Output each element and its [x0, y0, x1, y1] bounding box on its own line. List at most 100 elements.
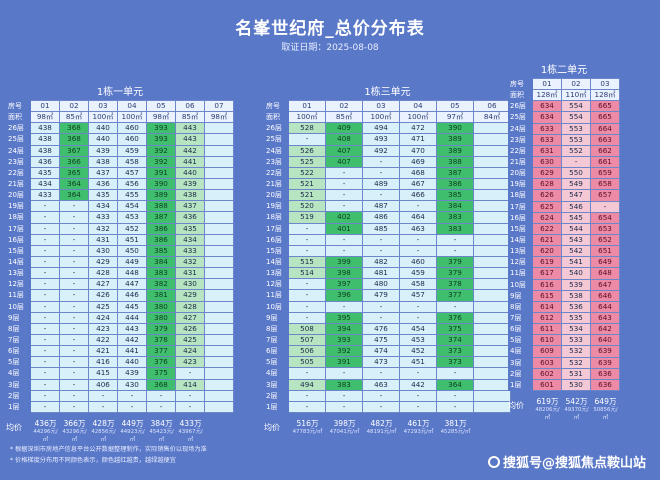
average-total: 619万	[536, 396, 559, 406]
price-cell: 431	[175, 267, 205, 280]
price-cell: -	[399, 244, 437, 257]
price-cell: 521	[288, 177, 326, 191]
table-row: 15层 - - - - -	[264, 244, 511, 257]
price-cell: 368	[59, 133, 89, 146]
price-cell: -	[436, 300, 474, 313]
price-cell: 629	[532, 167, 562, 180]
price-cell: -	[436, 233, 474, 246]
price-cell: 440	[175, 166, 205, 179]
room-number: 04	[117, 99, 147, 113]
average-row: 均价 619万 48206元/㎡ 542万 49370元/㎡ 649万 50856元/㎡	[508, 397, 620, 422]
floor-label: 7层	[508, 311, 533, 325]
price-cell: -	[362, 166, 400, 179]
price-cell: -	[399, 389, 437, 402]
price-cell: -	[362, 189, 400, 202]
average-price: 436万 44296元/㎡	[31, 419, 60, 444]
table-row: 17层 - -432 452 386 435	[6, 222, 234, 235]
price-cell: 469	[399, 155, 437, 168]
table-row: 15层 - -430 450 385 433	[6, 244, 234, 257]
price-cell: 442	[399, 378, 437, 391]
price-cell: -	[288, 222, 326, 235]
price-cell	[473, 122, 511, 135]
price-cell: 508	[288, 322, 326, 335]
floor-label: 3层	[6, 378, 31, 391]
price-cell	[204, 389, 234, 402]
price-cell: 536	[561, 300, 591, 313]
price-cell: 438	[175, 189, 205, 202]
price-cell	[204, 177, 234, 191]
price-cell: 459	[117, 144, 147, 157]
price-cell: -	[88, 389, 118, 402]
price-cell: -	[59, 311, 89, 324]
price-cell: 365	[59, 166, 89, 179]
price-cell: 639	[590, 356, 620, 369]
price-cell: 475	[362, 333, 400, 347]
price-cell: -	[399, 367, 437, 380]
price-cell: -	[30, 322, 60, 335]
row-label: 面积	[508, 89, 533, 102]
room-area: 97㎡	[436, 111, 474, 124]
row-label: 面积	[264, 111, 289, 124]
price-cell: 614	[532, 300, 562, 313]
table-row: 8层 614 536 644	[508, 300, 620, 313]
price-cell: 485	[362, 222, 400, 235]
price-cell: 634	[532, 111, 562, 124]
room-number: 03	[590, 77, 620, 91]
price-cell: 443	[117, 322, 147, 335]
price-cell: 373	[436, 356, 474, 369]
average-total: 366万	[63, 418, 86, 428]
price-cell: 426	[88, 289, 118, 302]
price-cell: 617	[532, 267, 562, 280]
table-row: 6层 506 392 474 452 373	[264, 345, 511, 358]
price-cell: 367	[59, 144, 89, 157]
floor-label: 23层	[508, 133, 533, 146]
price-cell: 407	[325, 155, 363, 168]
floor-label: 11层	[508, 267, 533, 280]
floor-label: 10层	[508, 278, 533, 291]
price-cell: 391	[146, 166, 176, 179]
price-cell: 378	[436, 278, 474, 291]
floor-label: 4层	[6, 367, 31, 380]
table-row: 13层 620 542 651	[508, 245, 620, 258]
footnote-1: * 根据深圳市房地产信息平台公开数据整理制作，实际销售价以现场为准	[10, 446, 207, 453]
price-cell: 620	[532, 245, 562, 258]
price-cell: -	[30, 311, 60, 324]
price-cell: -	[146, 389, 176, 402]
floor-label: 16层	[6, 233, 31, 246]
price-cell: 463	[362, 378, 400, 391]
average-row: 均价 516万 47783元/㎡ 398万 47041元/㎡ 482万 48191元/㎡ 46…	[264, 419, 511, 437]
floor-label: 26层	[264, 122, 289, 135]
price-cell: -	[436, 367, 474, 380]
average-total: 398万	[333, 418, 356, 428]
floor-label: 2层	[508, 367, 533, 380]
price-cell: -	[59, 211, 89, 224]
price-cell: 648	[590, 267, 620, 280]
price-cell: 385	[146, 244, 176, 257]
building-title: 1栋二单元	[540, 65, 588, 76]
room-number: 03	[88, 99, 118, 113]
price-cell: -	[362, 300, 400, 313]
table-row: 6层 611 534 642	[508, 323, 620, 336]
price-cell: -	[175, 367, 205, 380]
price-cell: 539	[561, 278, 591, 291]
price-cell	[204, 378, 234, 391]
price-cell: 433	[30, 189, 60, 202]
table-row: 14层 621 543 652	[508, 233, 620, 247]
table-row: 5层 505 391 473 451 373	[264, 356, 511, 369]
average-per-sqm: 47783元/㎡	[292, 428, 323, 435]
price-cell	[473, 200, 511, 213]
price-cell	[204, 333, 234, 347]
floor-label: 24层	[508, 122, 533, 135]
price-cell: -	[30, 345, 60, 358]
price-cell: 610	[532, 334, 562, 347]
price-cell: 443	[175, 122, 205, 135]
price-cell: 505	[288, 356, 326, 369]
price-cell: -	[288, 278, 326, 291]
watermark-text: 搜狐号@搜狐焦点鞍山站	[502, 456, 646, 471]
price-cell: -	[325, 400, 363, 413]
price-cell: 453	[399, 333, 437, 347]
price-cell: 549	[561, 178, 591, 191]
average-per-sqm: 45285元/㎡	[440, 428, 471, 435]
price-cell: 368	[59, 122, 89, 135]
price-cell: 532	[561, 345, 591, 358]
